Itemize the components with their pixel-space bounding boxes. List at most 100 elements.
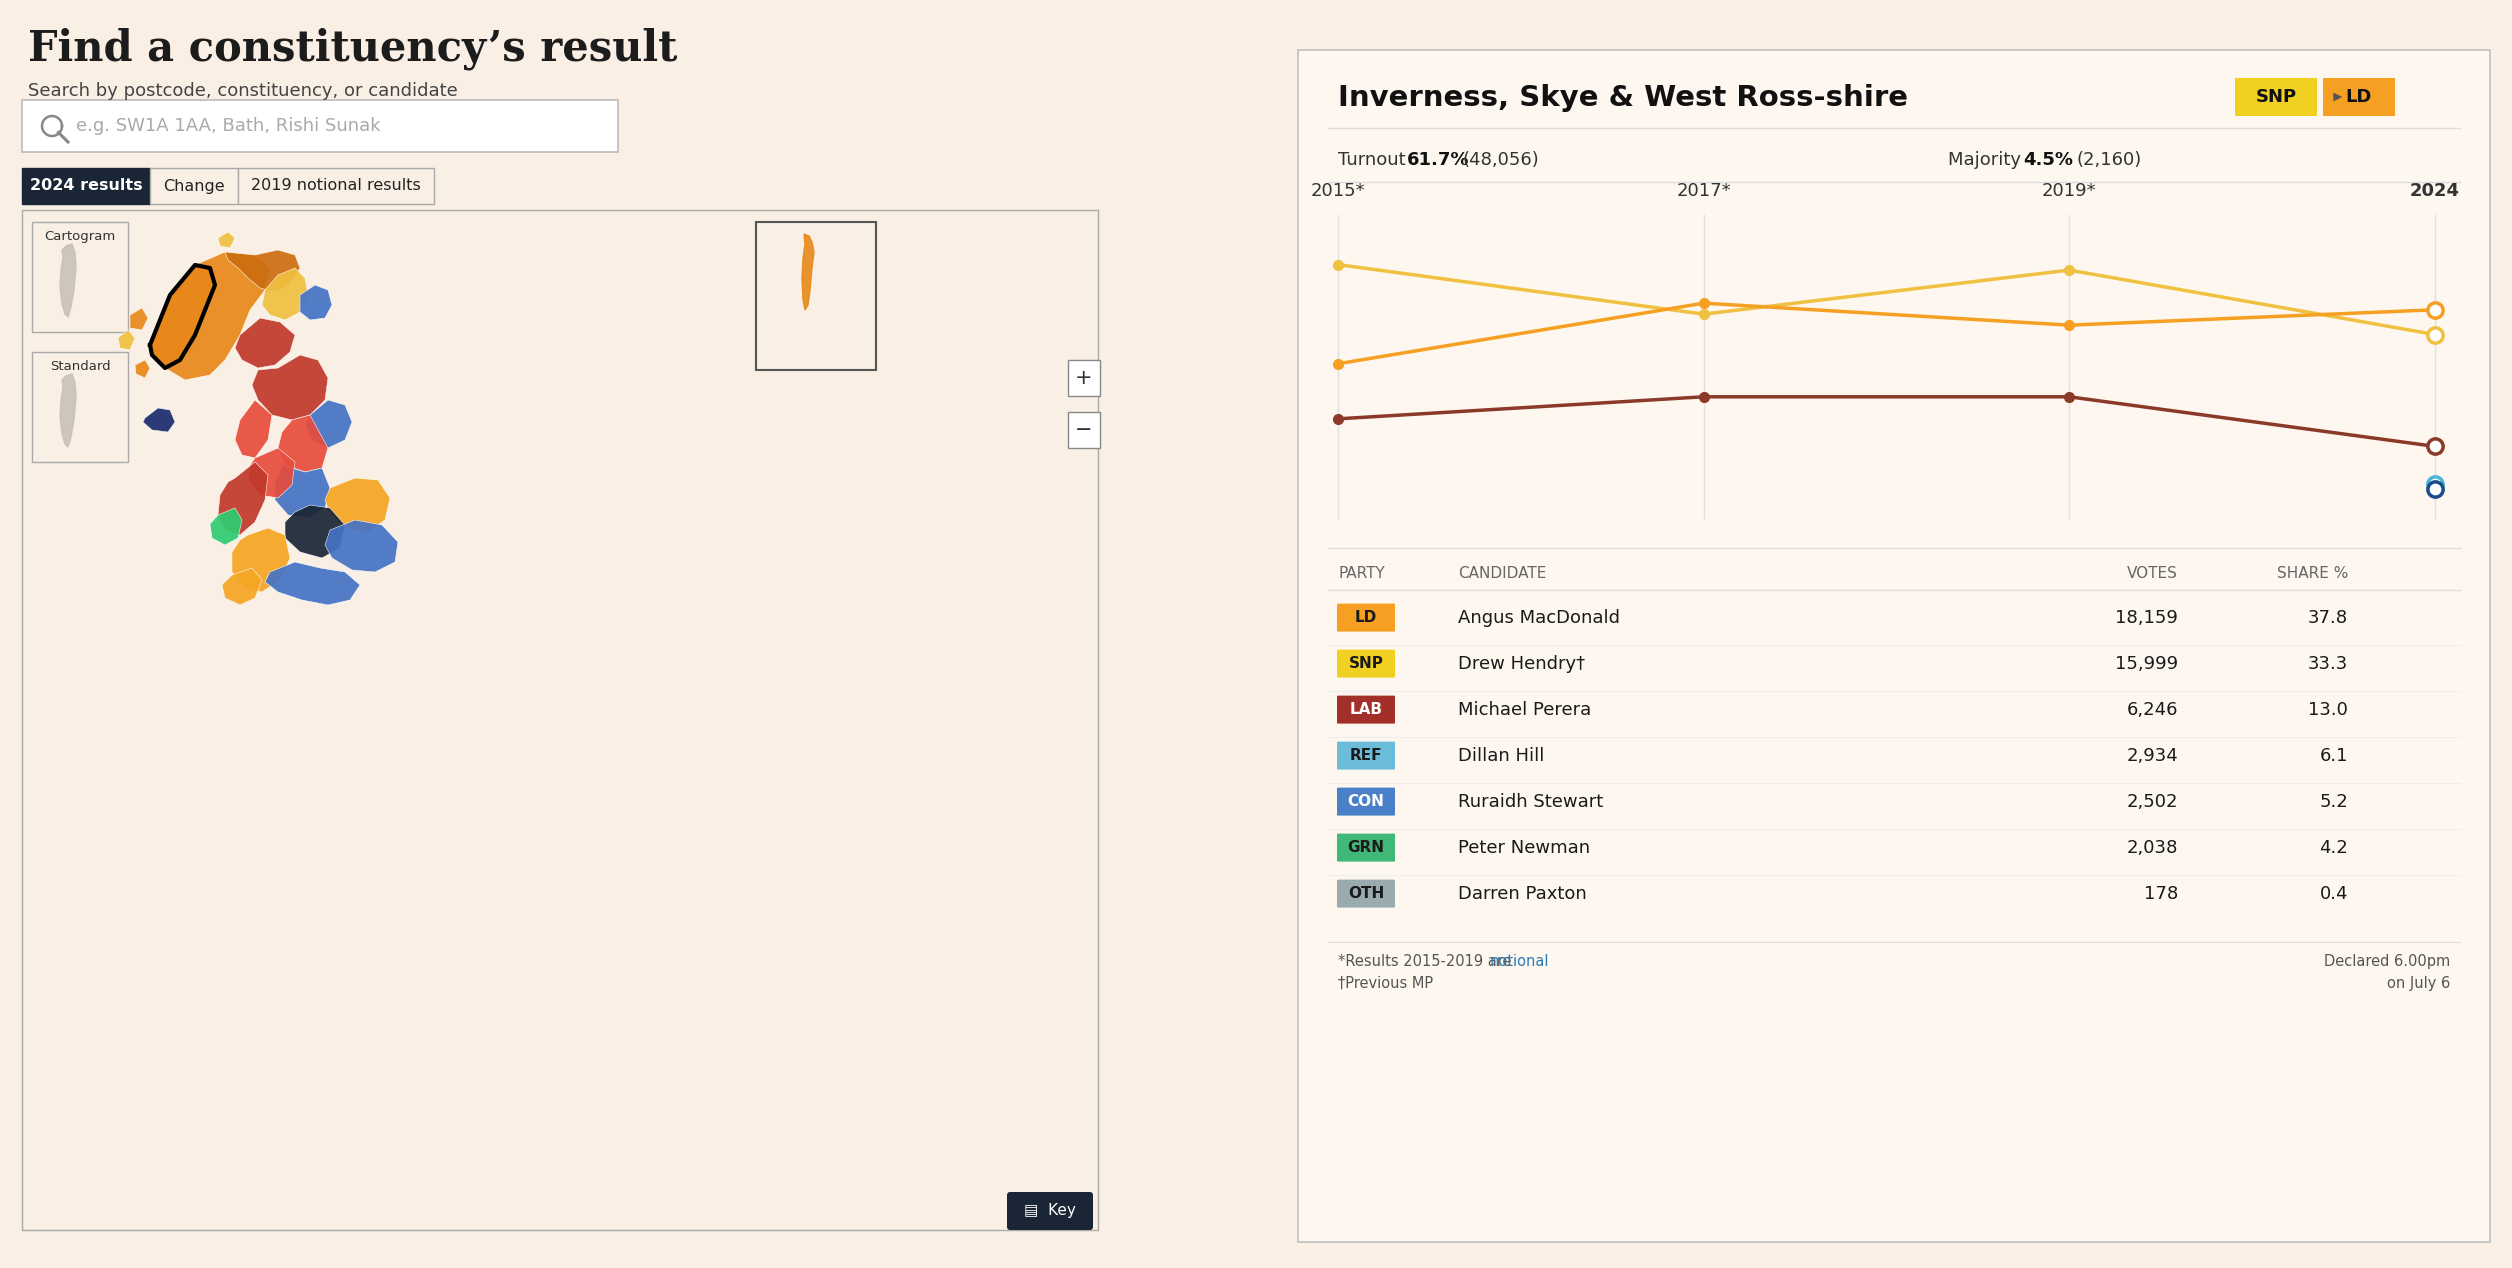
Text: (48,056): (48,056) — [1462, 151, 1540, 169]
Text: Peter Newman: Peter Newman — [1457, 838, 1590, 857]
Text: *Results 2015-2019 are: *Results 2015-2019 are — [1339, 954, 1517, 969]
Text: Majority: Majority — [1947, 151, 2027, 169]
Text: 2,502: 2,502 — [2128, 792, 2178, 810]
FancyBboxPatch shape — [1068, 360, 1100, 396]
Polygon shape — [118, 330, 136, 350]
Text: 2,038: 2,038 — [2128, 838, 2178, 857]
Text: ▤  Key: ▤ Key — [1025, 1203, 1075, 1219]
FancyBboxPatch shape — [1336, 604, 1394, 631]
Text: Angus MacDonald: Angus MacDonald — [1457, 609, 1620, 626]
Text: CANDIDATE: CANDIDATE — [1457, 567, 1547, 582]
Text: 2019*: 2019* — [2042, 183, 2098, 200]
FancyBboxPatch shape — [2236, 79, 2316, 115]
Text: PARTY: PARTY — [1339, 567, 1384, 582]
Polygon shape — [264, 562, 359, 605]
Polygon shape — [236, 318, 294, 368]
Text: SNP: SNP — [1349, 656, 1384, 671]
FancyBboxPatch shape — [2324, 79, 2394, 115]
Text: 2019 notional results: 2019 notional results — [251, 179, 422, 194]
Text: 4.2: 4.2 — [2319, 838, 2349, 857]
Polygon shape — [324, 478, 389, 533]
Text: 2,934: 2,934 — [2125, 747, 2178, 765]
Polygon shape — [249, 448, 294, 498]
Polygon shape — [211, 508, 241, 545]
Text: −: − — [1075, 420, 1093, 440]
Polygon shape — [231, 527, 289, 592]
Polygon shape — [304, 399, 352, 448]
Polygon shape — [219, 232, 236, 249]
Text: SNP: SNP — [2256, 87, 2296, 107]
Polygon shape — [274, 465, 329, 519]
Polygon shape — [236, 399, 271, 458]
FancyBboxPatch shape — [23, 100, 618, 152]
Text: 33.3: 33.3 — [2309, 654, 2349, 672]
Text: 5.2: 5.2 — [2319, 792, 2349, 810]
Text: CON: CON — [1346, 794, 1384, 809]
Text: Inverness, Skye & West Ross-shire: Inverness, Skye & West Ross-shire — [1339, 84, 1909, 112]
Text: Find a constituency’s result: Find a constituency’s result — [28, 28, 678, 71]
FancyBboxPatch shape — [151, 167, 239, 204]
Text: 37.8: 37.8 — [2309, 609, 2349, 626]
Polygon shape — [226, 250, 299, 292]
FancyBboxPatch shape — [1068, 412, 1100, 448]
FancyBboxPatch shape — [1336, 696, 1394, 724]
Polygon shape — [151, 252, 269, 380]
Text: 2024: 2024 — [2409, 183, 2459, 200]
Text: Ruraidh Stewart: Ruraidh Stewart — [1457, 792, 1603, 810]
FancyBboxPatch shape — [1336, 833, 1394, 861]
Polygon shape — [219, 462, 269, 535]
Text: Dillan Hill: Dillan Hill — [1457, 747, 1545, 765]
Text: GRN: GRN — [1346, 841, 1384, 855]
Text: Drew Hendry†: Drew Hendry† — [1457, 654, 1585, 672]
Text: (2,160): (2,160) — [2075, 151, 2140, 169]
Polygon shape — [60, 374, 75, 448]
Text: 13.0: 13.0 — [2309, 701, 2349, 719]
Polygon shape — [151, 265, 216, 368]
Polygon shape — [324, 520, 397, 572]
Polygon shape — [60, 243, 75, 317]
Text: Change: Change — [163, 179, 224, 194]
Text: 6.1: 6.1 — [2319, 747, 2349, 765]
FancyBboxPatch shape — [33, 353, 128, 462]
Text: +: + — [1075, 368, 1093, 388]
FancyBboxPatch shape — [1299, 49, 2489, 1241]
Text: 0.4: 0.4 — [2319, 885, 2349, 903]
FancyBboxPatch shape — [1336, 649, 1394, 677]
Text: 4.5%: 4.5% — [2022, 151, 2072, 169]
Polygon shape — [284, 505, 344, 558]
Text: 2017*: 2017* — [1676, 183, 1731, 200]
Polygon shape — [299, 285, 332, 320]
Text: Cartogram: Cartogram — [45, 230, 116, 243]
Polygon shape — [221, 568, 261, 605]
Text: 178: 178 — [2143, 885, 2178, 903]
FancyBboxPatch shape — [23, 167, 151, 204]
Text: LAB: LAB — [1349, 702, 1382, 718]
Text: 61.7%: 61.7% — [1407, 151, 1470, 169]
FancyBboxPatch shape — [23, 210, 1098, 1230]
Text: LD: LD — [2346, 87, 2371, 107]
Text: 18,159: 18,159 — [2115, 609, 2178, 626]
Text: SHARE %: SHARE % — [2276, 567, 2349, 582]
Text: e.g. SW1A 1AA, Bath, Rishi Sunak: e.g. SW1A 1AA, Bath, Rishi Sunak — [75, 117, 382, 134]
Text: notional: notional — [1490, 954, 1550, 969]
Text: VOTES: VOTES — [2128, 567, 2178, 582]
FancyBboxPatch shape — [756, 222, 877, 370]
Polygon shape — [143, 408, 176, 432]
FancyBboxPatch shape — [1007, 1192, 1093, 1230]
Text: REF: REF — [1349, 748, 1382, 763]
Text: OTH: OTH — [1349, 886, 1384, 902]
FancyBboxPatch shape — [239, 167, 435, 204]
Text: on July 6: on July 6 — [2386, 976, 2449, 992]
Text: 2015*: 2015* — [1311, 183, 1367, 200]
Text: Search by postcode, constituency, or candidate: Search by postcode, constituency, or can… — [28, 82, 457, 100]
Text: Michael Perera: Michael Perera — [1457, 701, 1590, 719]
Text: Turnout: Turnout — [1339, 151, 1412, 169]
FancyBboxPatch shape — [33, 222, 128, 332]
Text: †Previous MP: †Previous MP — [1339, 976, 1434, 992]
Text: 15,999: 15,999 — [2115, 654, 2178, 672]
FancyBboxPatch shape — [1336, 787, 1394, 815]
Text: Standard: Standard — [50, 360, 111, 373]
Polygon shape — [131, 308, 148, 330]
Polygon shape — [251, 355, 329, 420]
Polygon shape — [279, 415, 329, 472]
